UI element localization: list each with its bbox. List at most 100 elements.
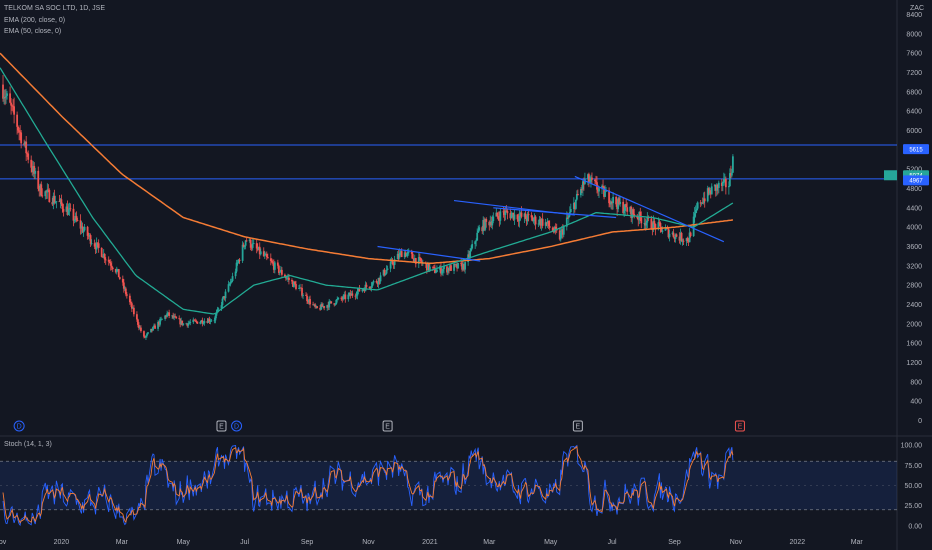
candle-body xyxy=(157,321,159,329)
candle-body xyxy=(538,219,541,224)
candle-body xyxy=(417,257,420,264)
candle-body xyxy=(266,256,269,259)
x-tick-label: May xyxy=(544,539,558,546)
candle-body xyxy=(450,265,452,271)
candle-body xyxy=(61,204,64,209)
candle-body xyxy=(617,198,620,210)
candle-body xyxy=(527,214,530,216)
candle-body xyxy=(462,264,464,270)
candle-body xyxy=(729,173,732,176)
candle-body xyxy=(336,299,339,301)
candle-body xyxy=(342,295,345,300)
candle-body xyxy=(215,312,218,316)
y-tick-label: 2800 xyxy=(906,283,922,290)
earnings-event-marker xyxy=(572,420,583,432)
candle-body xyxy=(414,258,417,264)
candle-body xyxy=(202,323,205,325)
candle-body xyxy=(440,266,442,274)
stoch-y-tick-label: 0.00 xyxy=(908,523,922,530)
candle-body xyxy=(455,264,457,265)
candle-body xyxy=(488,221,491,226)
candle-body xyxy=(572,202,575,210)
candle-body xyxy=(579,189,582,196)
candle-body xyxy=(151,328,153,331)
candle-body xyxy=(265,254,268,257)
candle-body xyxy=(20,132,23,144)
candle-body xyxy=(419,257,422,262)
candle-body xyxy=(449,265,451,271)
candle-body xyxy=(38,188,41,191)
candle-body xyxy=(223,296,226,299)
candle-body xyxy=(426,262,429,271)
candle-body xyxy=(672,232,675,238)
candle-body xyxy=(602,185,604,187)
y-tick-label: 1600 xyxy=(906,341,922,348)
candle-body xyxy=(354,295,357,297)
candles-group xyxy=(2,74,734,340)
candle-body xyxy=(694,209,697,214)
candle-body xyxy=(610,201,612,205)
candle-body xyxy=(640,217,643,224)
candle-body xyxy=(174,316,177,318)
ema50-legend: EMA (50, close, 0) xyxy=(4,28,62,35)
price-label: 4967 xyxy=(909,179,923,185)
candle-body xyxy=(299,287,301,289)
candle-body xyxy=(45,191,48,193)
candle-body xyxy=(286,277,288,279)
candle-body xyxy=(463,264,466,270)
trendline xyxy=(377,245,481,262)
candle-body xyxy=(484,218,487,230)
candle-body xyxy=(732,156,734,173)
candle-body xyxy=(201,320,204,324)
candle-body xyxy=(710,186,713,195)
stoch-legend: Stoch (14, 1, 3) xyxy=(4,441,52,448)
candle-body xyxy=(583,181,585,184)
candle-body xyxy=(19,131,22,133)
candle-body xyxy=(173,316,176,318)
candle-body xyxy=(534,216,537,225)
candle-body xyxy=(251,243,254,248)
y-tick-label: 4800 xyxy=(906,186,922,193)
candle-body xyxy=(728,173,731,187)
candle-body xyxy=(227,284,230,292)
candle-body xyxy=(562,226,565,235)
candle-body xyxy=(209,321,212,322)
candle-body xyxy=(122,282,125,289)
candle-body xyxy=(461,263,463,270)
candle-body xyxy=(396,253,399,260)
candle-body xyxy=(702,198,705,204)
candle-body xyxy=(203,321,206,324)
candle-body xyxy=(707,188,710,194)
candle-body xyxy=(591,177,593,180)
candle-body xyxy=(298,288,300,289)
candle-body xyxy=(347,294,350,300)
candle-body xyxy=(605,190,607,192)
candle-body xyxy=(545,222,548,224)
candle-body xyxy=(664,228,667,231)
candle-body xyxy=(637,217,640,221)
candle-body xyxy=(703,198,706,202)
candle-body xyxy=(252,243,255,245)
candle-body xyxy=(344,294,347,300)
candle-body xyxy=(313,304,316,306)
candle-body xyxy=(685,238,688,242)
candle-body xyxy=(335,300,338,304)
y-tick-label: 4000 xyxy=(906,225,922,232)
candle-body xyxy=(639,211,642,218)
candle-body xyxy=(393,259,396,265)
candle-body xyxy=(244,240,247,246)
candle-body xyxy=(222,296,225,299)
candle-body xyxy=(723,178,726,180)
candle-body xyxy=(489,221,492,226)
candle-body xyxy=(673,237,676,239)
candle-body xyxy=(443,266,445,270)
candle-body xyxy=(622,201,625,213)
candle-body xyxy=(109,263,112,266)
candle-body xyxy=(510,214,513,219)
candle-body xyxy=(115,269,118,273)
candle-body xyxy=(495,212,498,217)
candle-body xyxy=(308,299,310,303)
candle-body xyxy=(143,331,145,337)
candle-body xyxy=(139,327,141,329)
